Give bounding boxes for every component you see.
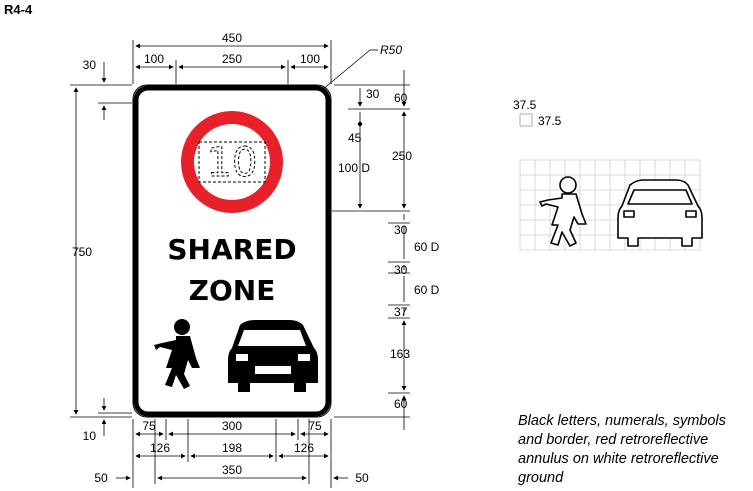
right-dimensions xyxy=(332,70,410,430)
dim-right-inner-45: 45 xyxy=(348,131,362,145)
dim-right-250: 250 xyxy=(392,149,412,163)
dim-b1-mid: 300 xyxy=(222,419,242,433)
dim-right-37: 37 xyxy=(394,305,408,319)
dim-left-total: 750 xyxy=(72,245,92,259)
sign-text-zone: ZONE xyxy=(189,274,276,307)
grid-car-icon xyxy=(617,179,703,247)
sign-border xyxy=(133,85,331,417)
dim-b2-right: 126 xyxy=(294,441,314,455)
dim-b2-left: 126 xyxy=(150,441,170,455)
dim-b3-right: 50 xyxy=(355,471,369,485)
dim-top-left: 100 xyxy=(144,52,164,66)
dim-b3-mid: 350 xyxy=(222,463,242,477)
dim-right-60b: 60 xyxy=(394,397,408,411)
car-icon xyxy=(228,320,318,392)
left-dimensions xyxy=(70,62,132,436)
grid-pedestrian-icon xyxy=(539,176,587,247)
speed-box xyxy=(198,141,266,183)
speed-number: 10 xyxy=(207,140,258,186)
grid-cell-sample xyxy=(519,113,533,127)
sign: 10 SHARED ZONE xyxy=(132,84,332,418)
dim-top-mid: 250 xyxy=(222,52,242,66)
dim-right-30a: 30 xyxy=(394,223,408,237)
dim-right-60d-b: 60 D xyxy=(414,283,440,297)
dim-right-60a: 60 xyxy=(394,91,408,105)
dim-b1-right: 75 xyxy=(308,419,322,433)
dim-top-right: 100 xyxy=(300,52,320,66)
dim-b2-mid: 198 xyxy=(222,441,242,455)
dim-right-inner-100d: 100 D xyxy=(338,161,370,175)
dim-left-bottom: 10 xyxy=(83,429,97,443)
bottom-dimensions xyxy=(116,419,348,488)
pedestrian-icon xyxy=(154,319,200,389)
dim-right-60d-a: 60 D xyxy=(414,240,440,254)
top-dimensions xyxy=(132,40,378,91)
sign-note: Black letters, numerals, symbols and bor… xyxy=(518,413,726,486)
speed-annulus-inner xyxy=(194,124,270,200)
grid-cell-height: 37.5 xyxy=(538,114,562,128)
dim-right-163: 163 xyxy=(390,347,410,361)
dim-radius: R50 xyxy=(380,43,402,57)
dim-b3-left: 50 xyxy=(94,471,108,485)
sign-text-shared: SHARED xyxy=(167,233,296,266)
dim-left-top: 30 xyxy=(83,58,97,72)
sign-code: R4-4 xyxy=(4,2,33,17)
dim-right-inner-30: 30 xyxy=(366,87,380,101)
dim-top-total: 450 xyxy=(222,31,242,45)
grid-cell-width: 37.5 xyxy=(513,98,537,112)
dim-b1-left: 75 xyxy=(142,419,156,433)
dim-right-30b: 30 xyxy=(394,263,408,277)
